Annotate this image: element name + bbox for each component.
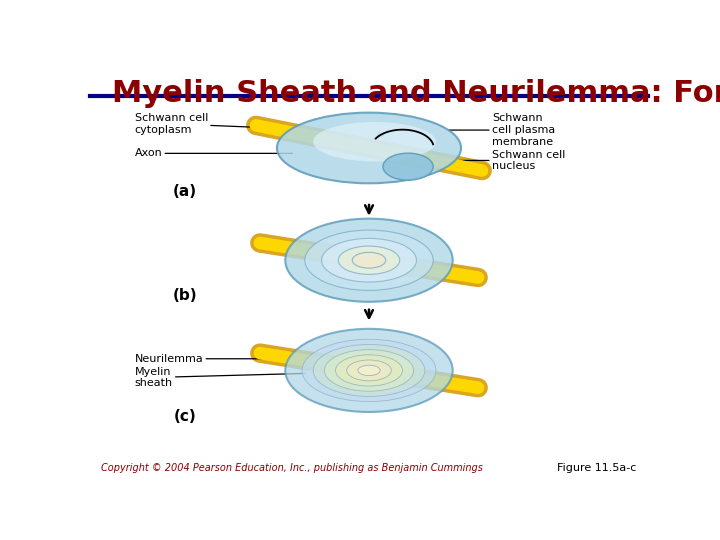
Ellipse shape [277,113,461,183]
Ellipse shape [302,339,436,402]
Text: (b): (b) [173,288,197,303]
Text: Copyright © 2004 Pearson Education, Inc., publishing as Benjamin Cummings: Copyright © 2004 Pearson Education, Inc.… [101,463,483,473]
Text: Myelin Sheath and Neurilemma: Formation: Myelin Sheath and Neurilemma: Formation [112,79,720,109]
Text: (c): (c) [174,409,197,424]
Ellipse shape [285,329,453,412]
Ellipse shape [324,349,413,391]
Ellipse shape [313,122,436,161]
Ellipse shape [313,345,425,396]
Text: Figure 11.5a-c: Figure 11.5a-c [557,463,637,473]
Ellipse shape [285,219,453,302]
Ellipse shape [338,246,400,274]
Text: Axon: Axon [135,148,292,158]
Ellipse shape [305,230,433,291]
Text: Neurilemma: Neurilemma [135,354,306,364]
Text: (a): (a) [173,184,197,199]
Text: Schwann cell
nucleus: Schwann cell nucleus [440,150,565,171]
Text: Myelin
sheath: Myelin sheath [135,367,306,388]
Ellipse shape [336,355,402,386]
Ellipse shape [383,153,433,180]
Text: Schwann cell
cytoplasm: Schwann cell cytoplasm [135,113,302,134]
Text: Schwann
cell plasma
membrane: Schwann cell plasma membrane [449,113,555,147]
Ellipse shape [358,365,380,376]
Ellipse shape [352,252,386,268]
Ellipse shape [347,360,392,381]
Ellipse shape [322,238,416,282]
